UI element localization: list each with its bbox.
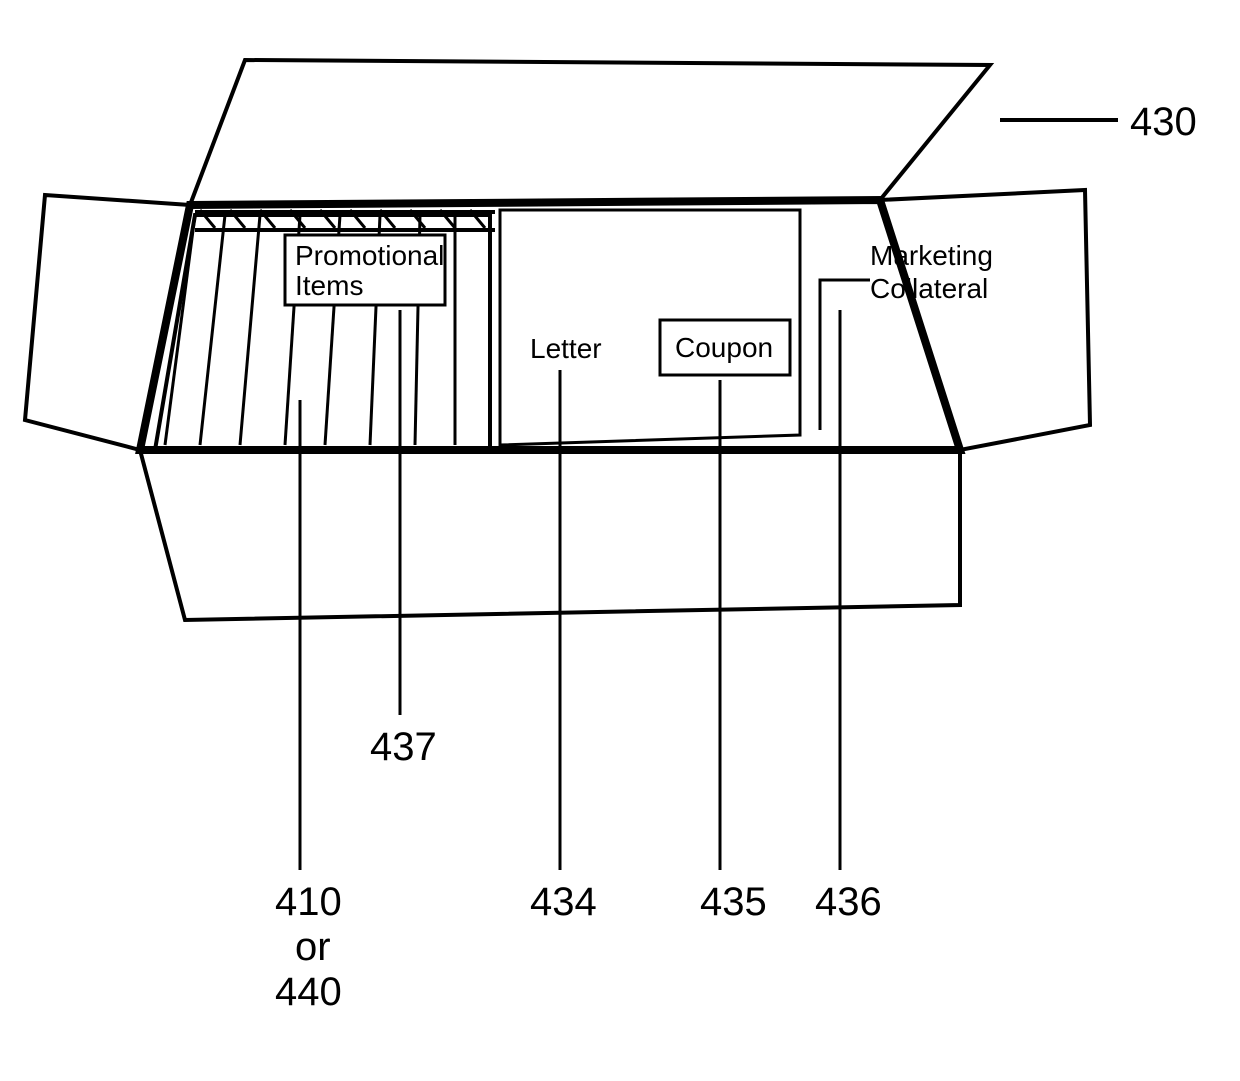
patent-box-diagram: Promotional Items Letter Coupon Marketin… bbox=[0, 0, 1240, 1081]
label-marketing-line1: Marketing bbox=[870, 240, 993, 271]
marketing-connector bbox=[820, 280, 870, 430]
label-promotional-line1: Promotional bbox=[295, 240, 444, 271]
callout-436-text: 436 bbox=[815, 880, 882, 924]
callout-434-text: 434 bbox=[530, 880, 597, 924]
callout-430-text: 430 bbox=[1130, 100, 1197, 144]
promo-top-hatch bbox=[195, 210, 495, 230]
box-inner-opening bbox=[140, 200, 960, 450]
callout-437-text: 437 bbox=[370, 725, 437, 769]
label-coupon: Coupon bbox=[675, 332, 773, 363]
flap-front bbox=[140, 450, 960, 620]
label-marketing-line2: Collateral bbox=[870, 273, 988, 304]
label-letter: Letter bbox=[530, 333, 602, 364]
flap-back bbox=[190, 60, 990, 205]
flap-right bbox=[880, 190, 1090, 450]
label-promotional-line2: Items bbox=[295, 270, 363, 301]
callout-410-text: 410 bbox=[275, 880, 342, 924]
callout-410-or: or bbox=[295, 925, 331, 969]
callout-435-text: 435 bbox=[700, 880, 767, 924]
callout-410-440: 440 bbox=[275, 970, 342, 1014]
